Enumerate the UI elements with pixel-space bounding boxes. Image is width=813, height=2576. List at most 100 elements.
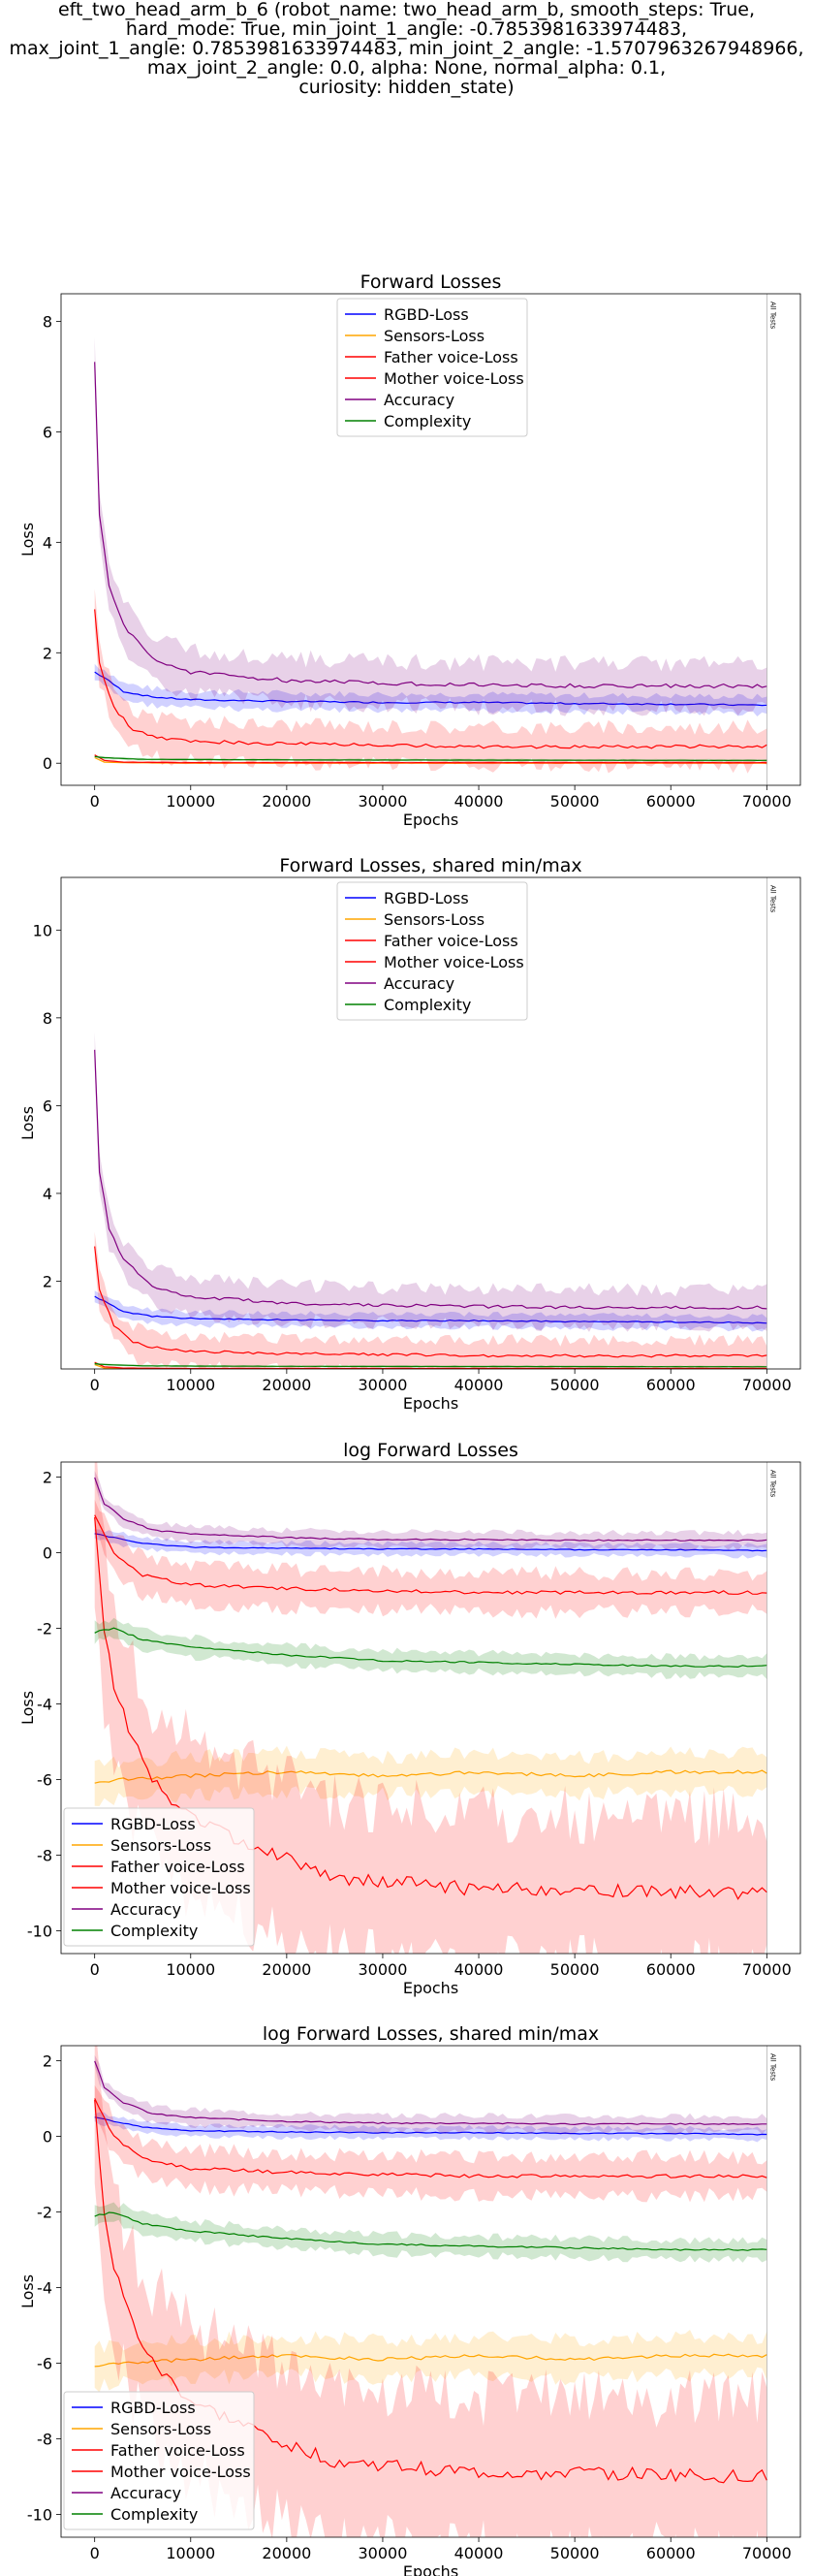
y-tick-label: 2 [43, 1272, 52, 1290]
band-complexity [94, 1617, 767, 1679]
y-axis-label: Loss [18, 523, 37, 557]
x-tick-label: 0 [90, 792, 100, 811]
suptitle-line: max_joint_1_angle: 0.7853981633974483, m… [9, 38, 804, 59]
series-line-mother-voice-loss [94, 754, 767, 764]
x-tick-label: 70000 [742, 1376, 792, 1394]
legend-box [63, 2391, 255, 2530]
series-line-father-voice-loss [94, 2098, 767, 2178]
band-father-voice-loss [94, 588, 767, 774]
x-tick-label: 60000 [646, 2544, 696, 2562]
band-accuracy [94, 336, 767, 716]
band-accuracy [94, 1032, 767, 1332]
y-axis-label: Loss [18, 1106, 37, 1140]
legend-entry: Accuracy [384, 391, 454, 409]
axes-frame [60, 876, 801, 1370]
suptitle-line: max_joint_2_angle: 0.0, alpha: None, nor… [146, 57, 667, 79]
legend-entry: Father voice-Loss [110, 2441, 245, 2460]
x-tick-label: 50000 [550, 2544, 600, 2562]
x-tick-label: 10000 [166, 792, 215, 811]
band-accuracy [94, 1471, 767, 1551]
legend-entry: Sensors-Loss [384, 910, 485, 929]
vline-label: All Tests [768, 302, 776, 330]
x-tick-label: 20000 [262, 1376, 311, 1394]
y-tick-label: 2 [43, 644, 52, 662]
series-line-complexity [94, 1627, 767, 1669]
band-mother-voice-loss [94, 2046, 767, 2537]
y-tick-label: 0 [43, 754, 52, 773]
band-father-voice-loss [94, 2084, 767, 2203]
x-tick-label: 70000 [742, 792, 792, 811]
legend-entry: RGBD-Loss [384, 305, 469, 324]
legend-entry: RGBD-Loss [384, 889, 469, 907]
legend: RGBD-Loss Sensors-Loss Father voice-Loss Mo… [336, 881, 528, 1021]
axes-frame [60, 293, 801, 786]
chart-panel-1: All Tests 0 10000 20000 30000 40000 50000 60000… [18, 271, 801, 829]
legend-entry: RGBD-Loss [110, 2399, 196, 2417]
chart-title: log Forward Losses [343, 1440, 518, 1461]
band-mother-voice-loss [94, 753, 767, 765]
series-line-rgbd-loss [94, 1295, 767, 1324]
y-tick-label: 2 [43, 2052, 52, 2071]
legend: RGBD-Loss Sensors-Loss Father voice-Loss Mo… [63, 1807, 255, 1947]
y-tick-label: -10 [27, 2506, 52, 2525]
y-tick-label: -6 [37, 2355, 52, 2373]
series-line-accuracy [94, 362, 767, 689]
y-tick-label: 0 [43, 2128, 52, 2147]
suptitle-line: curiosity: hidden_state) [298, 77, 515, 98]
legend-box [63, 1807, 255, 1947]
legend-entry: Father voice-Loss [384, 932, 518, 950]
x-axis-label: Epochs [403, 1979, 458, 1997]
y-tick-label: -8 [37, 1847, 52, 1865]
band-rgbd-loss [94, 1529, 767, 1559]
y-tick-label: 6 [43, 423, 52, 441]
x-tick-label: 20000 [262, 792, 311, 811]
band-father-voice-loss [94, 1499, 767, 1619]
y-tick-label: -4 [37, 1696, 52, 1714]
series-line-complexity [94, 1362, 767, 1368]
vline-label: All Tests [768, 2053, 776, 2082]
series-line-complexity [94, 2211, 767, 2251]
x-tick-label: 40000 [454, 1960, 504, 1979]
legend-entry: RGBD-Loss [110, 1815, 196, 1833]
figure-suptitle: eft_two_head_arm_b_6 (robot_name: two_he… [0, 0, 813, 97]
band-mother-voice-loss [94, 1462, 767, 1954]
x-tick-label: 0 [90, 2544, 100, 2562]
y-tick-label: 10 [33, 921, 52, 939]
series-line-accuracy [94, 2060, 767, 2126]
chart-title: log Forward Losses, shared min/max [263, 2023, 599, 2045]
y-tick-label: 4 [43, 1185, 52, 1203]
chart-panel-4: All Tests 0 10000 20000 30000 40000 50000 60000… [18, 2023, 801, 2576]
x-tick-label: 30000 [359, 1960, 408, 1979]
legend-entry: Accuracy [384, 974, 454, 993]
band-sensors-loss [94, 1745, 767, 1806]
legend: RGBD-Loss Sensors-Loss Father voice-Loss Mo… [336, 298, 528, 437]
x-tick-label: 60000 [646, 792, 696, 811]
y-tick-label: 4 [43, 533, 52, 552]
y-tick-label: 6 [43, 1097, 52, 1115]
legend-entry: Father voice-Loss [384, 348, 518, 366]
series-line-rgbd-loss [94, 671, 767, 707]
legend-entry: Accuracy [110, 1900, 181, 1919]
x-tick-label: 60000 [646, 1376, 696, 1394]
series-line-sensors-loss [94, 756, 767, 764]
series-line-father-voice-loss [94, 1246, 767, 1358]
legend-entry: Sensors-Loss [110, 2420, 211, 2438]
x-tick-label: 30000 [359, 2544, 408, 2562]
series-line-father-voice-loss [94, 1514, 767, 1595]
x-tick-label: 10000 [166, 1376, 215, 1394]
series-line-sensors-loss [94, 1769, 767, 1784]
x-axis-label: Epochs [403, 811, 458, 829]
x-tick-label: 20000 [262, 2544, 311, 2562]
x-tick-label: 20000 [262, 1960, 311, 1979]
y-tick-label: 8 [43, 312, 52, 331]
series-line-mother-voice-loss [94, 1361, 767, 1369]
axes-frame [60, 1461, 801, 1955]
x-tick-label: 30000 [359, 1376, 408, 1394]
series-line-sensors-loss [94, 2353, 767, 2368]
legend-box [336, 298, 528, 437]
x-tick-label: 50000 [550, 792, 600, 811]
band-father-voice-loss [94, 1231, 767, 1369]
y-tick-label: -6 [37, 1771, 52, 1790]
y-tick-label: -2 [37, 1620, 52, 1638]
